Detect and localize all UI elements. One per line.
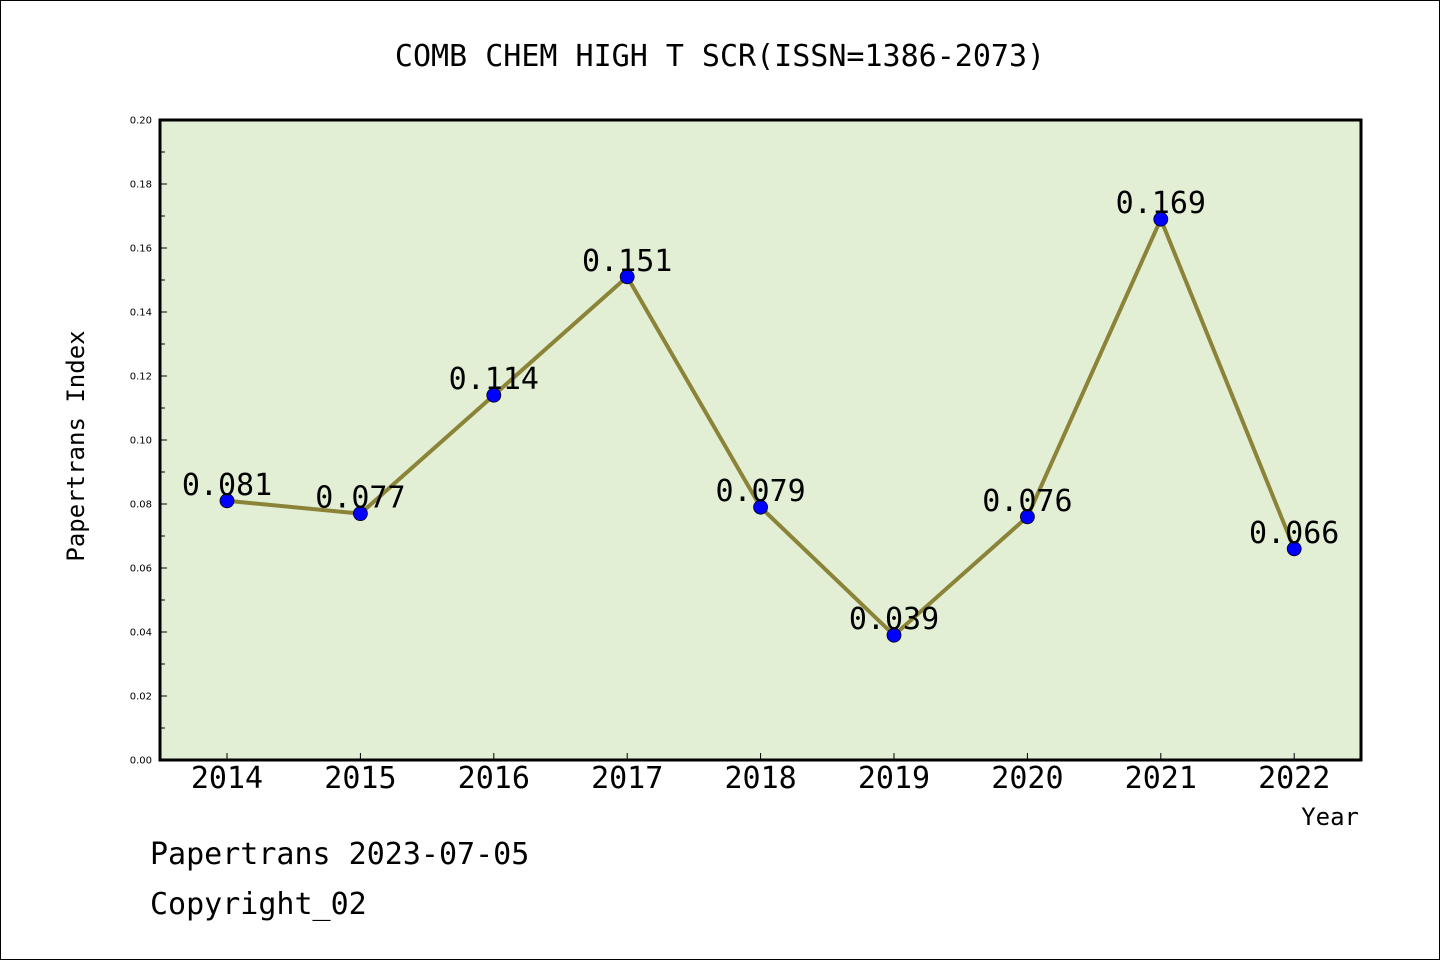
data-point bbox=[1153, 211, 1169, 227]
y-tick-label: 0.18 bbox=[130, 180, 152, 191]
data-point bbox=[619, 269, 635, 285]
x-tick-label: 2017 bbox=[591, 761, 663, 796]
x-tick-label: 2016 bbox=[458, 761, 530, 796]
x-tick-label: 2020 bbox=[991, 761, 1063, 796]
series-line-group: 0.081 0.077 0.114 0.151 0.079 0.039 0.076 0.169… bbox=[182, 186, 1339, 643]
y-tick-label: 0.14 bbox=[130, 308, 152, 319]
footer-copyright: Copyright_02 bbox=[150, 887, 367, 922]
data-point bbox=[886, 627, 902, 643]
data-point bbox=[753, 499, 768, 515]
data-point bbox=[1286, 541, 1302, 557]
x-tick-label: 2022 bbox=[1258, 761, 1330, 796]
y-axis-label: Papertrans Index bbox=[62, 330, 90, 561]
chart-title: COMB CHEM HIGH T SCR(ISSN=1386-2073) bbox=[395, 39, 1045, 74]
y-tick-label: 0.10 bbox=[130, 436, 152, 447]
plot-area bbox=[158, 118, 1363, 762]
data-label: 0.114 bbox=[449, 362, 539, 397]
data-point bbox=[1020, 509, 1035, 525]
x-axis: 2014 2015 2016 2017 2018 2019 2020 2021 2022 bbox=[191, 753, 1330, 796]
x-tick-label: 2021 bbox=[1125, 761, 1197, 796]
data-label: 0.039 bbox=[849, 602, 939, 637]
data-label: 0.076 bbox=[982, 484, 1072, 519]
y-axis: 0.00 0.02 0.04 0.06 0.08 0.10 0.12 0.14 0.16 0.18… bbox=[130, 116, 167, 767]
data-point bbox=[219, 493, 235, 509]
y-tick-label: 0.02 bbox=[130, 692, 152, 703]
x-tick-label: 2018 bbox=[724, 761, 796, 796]
data-label: 0.169 bbox=[1116, 186, 1206, 221]
y-tick-label: 0.06 bbox=[130, 564, 152, 575]
x-tick-label: 2015 bbox=[324, 761, 396, 796]
data-label: 0.077 bbox=[315, 481, 405, 516]
data-label: 0.079 bbox=[715, 474, 805, 509]
y-tick-label: 0.20 bbox=[130, 116, 152, 127]
data-label: 0.151 bbox=[582, 244, 672, 279]
x-tick-label: 2019 bbox=[858, 761, 930, 796]
data-label: 0.066 bbox=[1249, 516, 1339, 551]
x-axis-label: Year bbox=[1301, 803, 1359, 831]
y-tick-label: 0.00 bbox=[130, 756, 152, 767]
x-tick-label: 2014 bbox=[191, 761, 263, 796]
data-point bbox=[486, 387, 502, 403]
data-label: 0.081 bbox=[182, 468, 272, 503]
y-tick-label: 0.04 bbox=[130, 628, 152, 639]
y-tick-label: 0.16 bbox=[130, 244, 152, 255]
data-point bbox=[352, 506, 368, 521]
footer-date: Papertrans 2023-07-05 bbox=[150, 837, 529, 872]
y-tick-label: 0.08 bbox=[130, 500, 152, 511]
y-tick-label: 0.12 bbox=[130, 372, 152, 383]
